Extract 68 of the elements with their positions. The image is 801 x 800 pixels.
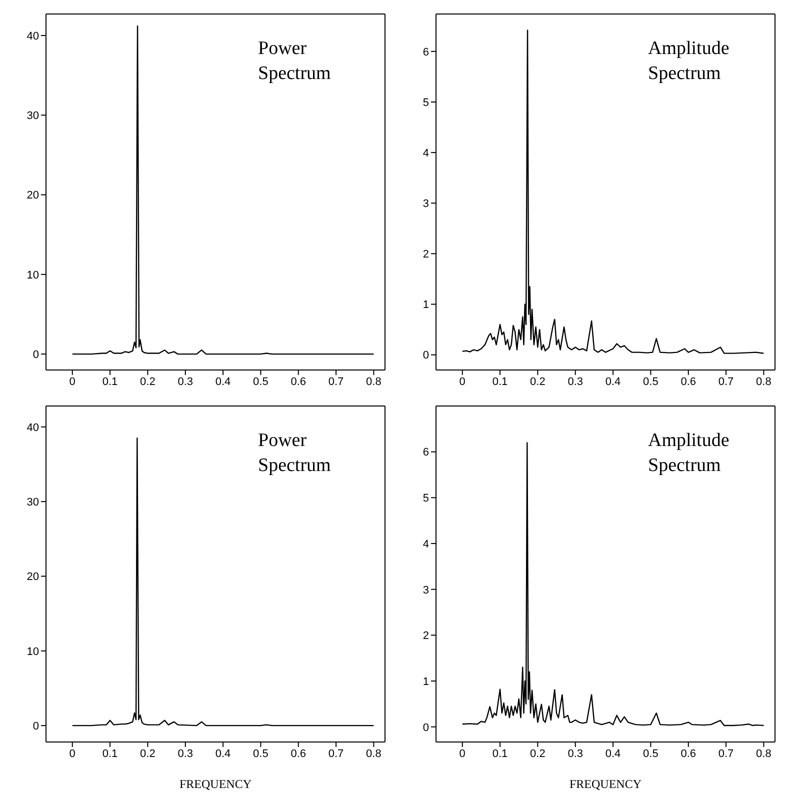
x-tick-label: 0.6 [680,376,696,388]
y-tick-label: 40 [26,30,39,42]
y-tick-label: 6 [422,46,429,58]
x-tick-label: 0.5 [643,748,658,760]
y-tick-label: 0 [422,350,429,362]
annotation: Power Spectrum [258,429,332,478]
x-tick-label: 0.4 [215,748,231,760]
x-tick-label: 0.3 [178,376,194,388]
y-tick-label: 6 [422,446,429,459]
x-axis-title: FREQUENCY [179,777,252,791]
line-series [462,30,764,354]
y-tick-label: 5 [422,492,429,505]
x-tick-label: 0 [69,376,76,388]
x-tick-label: 0.3 [568,748,584,760]
annotation: Amplitude Spectrum [648,429,730,478]
x-tick-label: 0.5 [643,376,658,388]
x-tick-label: 0.7 [328,376,344,388]
annotation: Amplitude Spectrum [648,37,730,86]
y-tick-label: 20 [26,571,39,584]
y-tick-label: 10 [26,269,39,282]
y-tick-label: 2 [422,248,429,261]
y-tick-label: 1 [422,676,429,688]
x-tick-label: 0.8 [366,748,382,760]
x-tick-label: 0.1 [102,376,118,388]
x-tick-label: 0.6 [290,748,306,760]
x-tick-label: 0.6 [290,376,306,388]
x-tick-label: 0.3 [568,376,584,388]
x-tick-label: 0.7 [718,376,734,388]
y-tick-label: 3 [422,198,429,210]
x-tick-label: 0.4 [215,376,231,388]
x-tick-label: 0.7 [328,748,344,760]
y-tick-label: 0 [32,720,39,732]
x-tick-label: 0.1 [492,748,508,760]
x-tick-label: 0.4 [605,376,621,388]
x-tick-label: 0.3 [178,748,194,760]
y-tick-label: 3 [422,584,429,596]
y-tick-label: 2 [422,630,429,642]
x-tick-label: 0.2 [140,376,156,388]
x-tick-label: 0 [459,748,466,760]
line-series [72,25,374,355]
x-axis-title: FREQUENCY [569,777,642,791]
x-tick-label: 0.2 [530,376,546,388]
y-tick-label: 40 [26,422,39,434]
y-tick-label: 4 [422,147,429,160]
y-tick-label: 20 [26,190,39,202]
y-tick-label: 0 [422,722,429,734]
x-tick-label: 0.7 [718,748,734,760]
x-tick-label: 0.1 [102,748,118,760]
annotation: Power Spectrum [258,37,332,86]
y-tick-label: 30 [26,110,39,122]
x-tick-label: 0.2 [140,748,156,760]
x-tick-label: 0.1 [492,376,508,388]
y-tick-label: 5 [422,96,429,109]
x-tick-label: 0.5 [253,748,268,760]
x-tick-label: 0.8 [756,376,772,388]
x-tick-label: 0.8 [756,748,772,760]
x-tick-label: 0.5 [253,376,268,388]
y-tick-label: 4 [422,538,429,550]
x-tick-label: 0.2 [530,748,546,760]
y-tick-label: 10 [26,646,39,658]
y-tick-label: 1 [422,299,429,312]
x-tick-label: 0.6 [680,748,696,760]
x-tick-label: 0 [69,748,76,760]
y-tick-label: 0 [32,348,39,361]
y-tick-label: 30 [26,496,39,508]
x-tick-label: 0.8 [366,376,382,388]
x-tick-label: 0.4 [605,748,621,760]
x-tick-label: 0 [459,376,466,388]
